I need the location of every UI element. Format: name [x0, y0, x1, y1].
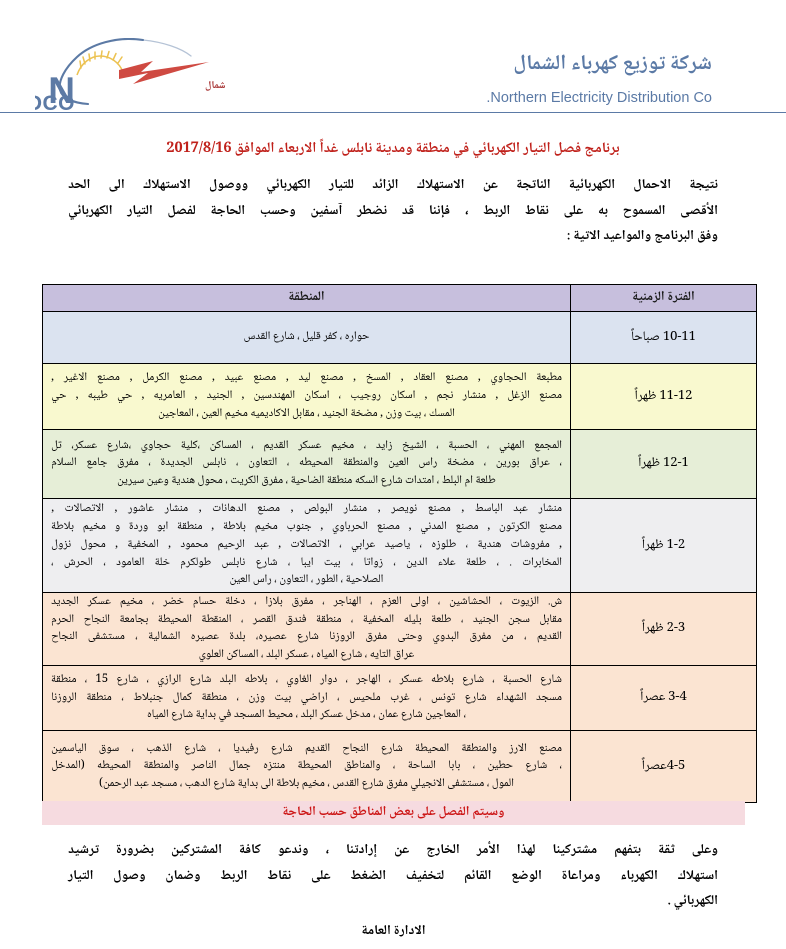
svg-text:شركة توزيع كهرباء الشمال: شركة توزيع كهرباء الشمال — [205, 77, 225, 95]
svg-text:EDCO: EDCO — [35, 92, 75, 110]
